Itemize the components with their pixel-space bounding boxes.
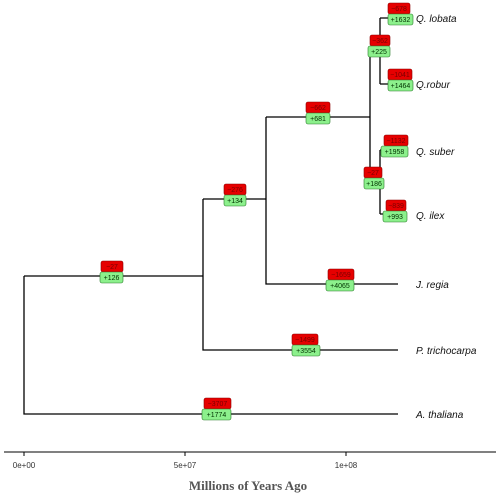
event-badge-quercus: −662 +681 [305, 101, 331, 125]
tip-label-trichocarpa: P. trichocarpa [416, 346, 477, 357]
loss-count: −1041 [390, 72, 410, 79]
gain-count: +225 [371, 49, 387, 56]
event-badge-suber-ilex: −27 +186 [363, 166, 385, 190]
gain-box [380, 145, 409, 158]
event-badge-ilex: −839 +993 [382, 199, 408, 223]
axis-title: Millions of Years Ago [189, 478, 307, 493]
axis-tick-label: 1e+08 [335, 461, 358, 470]
loss-count: −3707 [208, 401, 228, 408]
loss-count: −678 [391, 6, 407, 13]
branch-event-badges: −678 +1632 −1041 +1464 −362 +225 −1132 +… [99, 2, 414, 421]
gain-count: +993 [387, 214, 403, 221]
time-axis: 0e+00 5e+07 1e+08 Millions of Years Ago [4, 451, 496, 493]
gain-box [325, 279, 355, 292]
loss-count: −1132 [386, 138, 405, 145]
gain-box [223, 194, 247, 207]
event-badge-regia: −1659 +4065 [325, 268, 355, 292]
event-badge-thaliana: −3707 +1774 [201, 397, 232, 421]
tip-label-lobata: Q. lobata [416, 14, 457, 25]
gain-box [387, 79, 414, 92]
loss-count: −662 [310, 105, 326, 112]
gain-box [363, 177, 385, 190]
gain-count: +681 [310, 116, 326, 123]
tip-label-ilex: Q. ilex [416, 211, 445, 222]
loss-count: −27 [367, 170, 379, 177]
loss-count: −276 [227, 187, 243, 194]
axis-ticks: 0e+00 5e+07 1e+08 [13, 452, 358, 470]
tip-labels: Q. lobata Q.robur Q. suber Q. ilex J. re… [415, 14, 477, 421]
gain-count: +1464 [391, 83, 411, 90]
loss-count: −362 [372, 38, 388, 45]
gain-box [99, 271, 124, 284]
gain-box [291, 344, 321, 357]
gain-box [382, 210, 408, 223]
gain-box [201, 408, 232, 421]
gain-box [387, 13, 414, 26]
tip-label-suber: Q. suber [416, 147, 455, 158]
tip-label-thaliana: A. thaliana [415, 410, 464, 421]
gain-count: +1958 [385, 149, 405, 156]
tip-label-regia: J. regia [415, 280, 449, 291]
axis-tick-label: 5e+07 [174, 461, 197, 470]
gain-count: +1774 [207, 412, 227, 419]
gain-count: +1632 [391, 17, 411, 24]
loss-count: −27 [106, 264, 118, 271]
gain-count: +3554 [296, 348, 316, 355]
loss-count: −1659 [331, 272, 351, 279]
loss-count: −839 [388, 203, 404, 210]
gain-count: +4065 [330, 283, 350, 290]
event-badge-lobata: −678 +1632 [387, 2, 414, 26]
event-badge-fagales: −276 +134 [223, 183, 247, 207]
event-badge-lobata-robur: −362 +225 [367, 34, 391, 58]
event-badge-trichocarpa: −1499 +3554 [291, 333, 321, 357]
event-badge-suber: −1132 +1958 [380, 134, 409, 158]
tree-branches [23, 17, 398, 415]
branch-regia [265, 117, 398, 285]
gain-count: +134 [227, 198, 243, 205]
branch-thaliana [23, 276, 398, 415]
event-badge-robur: −1041 +1464 [387, 68, 414, 92]
gain-count: +186 [366, 181, 382, 188]
gain-box [367, 45, 391, 58]
gain-count: +126 [104, 275, 120, 282]
loss-count: −1499 [295, 337, 315, 344]
event-badge-rosids: −27 +126 [99, 260, 124, 284]
tip-label-robur: Q.robur [416, 80, 451, 91]
axis-tick-label: 0e+00 [13, 461, 36, 470]
branch-trichocarpa [202, 199, 398, 351]
gain-box [305, 112, 331, 125]
